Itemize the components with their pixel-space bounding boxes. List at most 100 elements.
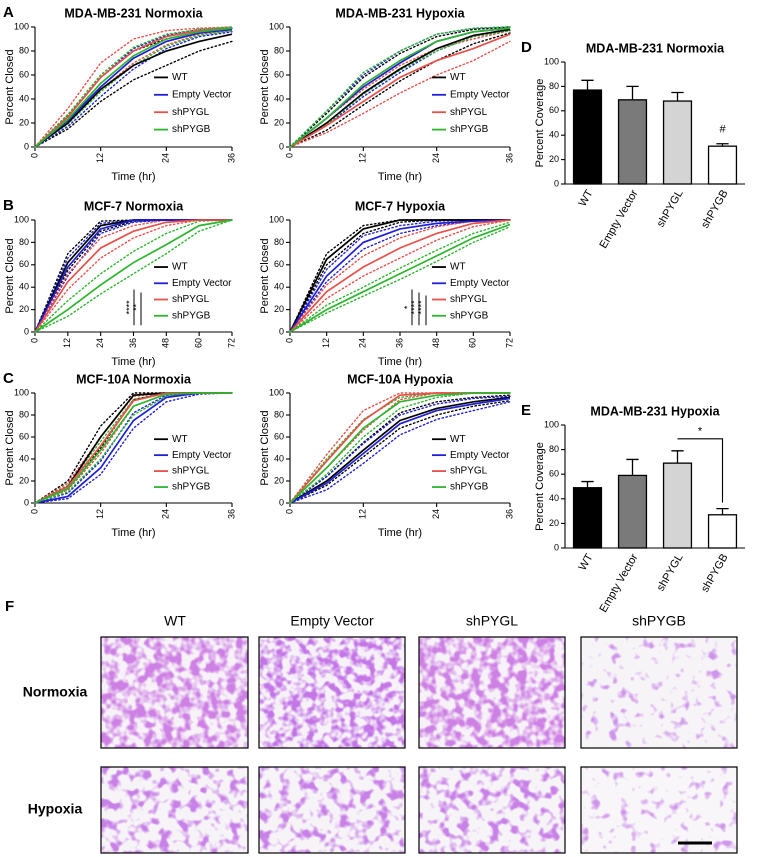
- x-tick-label: 24: [95, 338, 105, 348]
- y-axis-label: Percent Closed: [259, 49, 271, 124]
- x-tick-label: 24: [431, 153, 441, 163]
- legend-label: WT: [172, 434, 188, 445]
- x-tick-label: shPYGB: [699, 188, 730, 231]
- legend-label: shPYGB: [450, 310, 489, 321]
- y-tick-label: 60: [274, 431, 284, 441]
- x-tick-label: 12: [95, 509, 105, 519]
- x-tick-label: 48: [161, 338, 171, 348]
- y-tick-label: 0: [24, 497, 29, 507]
- micrograph: [419, 767, 565, 853]
- y-tick-label: 0: [24, 326, 29, 336]
- micrograph: [101, 637, 248, 748]
- x-tick-label: 0: [29, 338, 39, 343]
- chart-title: MCF-10A Normoxia: [76, 372, 192, 386]
- x-tick-label: 24: [431, 509, 441, 519]
- y-axis-label: Percent Closed: [259, 410, 271, 485]
- x-tick-label: WT: [577, 188, 596, 209]
- micrograph: [581, 637, 737, 748]
- bar: [707, 514, 738, 549]
- y-tick-label: 100: [14, 21, 29, 31]
- column-label: Empty Vector: [290, 613, 374, 629]
- legend-label: Empty Vector: [172, 278, 232, 289]
- error-bar: [626, 458, 639, 476]
- y-tick-label: 0: [279, 326, 284, 336]
- y-tick-label: 20: [274, 117, 284, 127]
- legend-label: shPYGL: [450, 466, 488, 477]
- chart-title: MDA-MB-231 Hypoxia: [590, 404, 720, 418]
- micrograph-border: [418, 636, 566, 749]
- y-tick-label: 80: [549, 81, 559, 91]
- series-bound: [34, 31, 233, 148]
- series-line: [289, 219, 511, 333]
- y-tick-label: 40: [274, 453, 284, 463]
- series-line: [289, 33, 511, 148]
- micrograph: [419, 637, 565, 748]
- legend-label: Empty Vector: [172, 450, 232, 461]
- series-line: [34, 392, 232, 504]
- x-tick-label: shPYGL: [655, 552, 686, 593]
- series-line: [289, 396, 511, 504]
- legend-label: WT: [172, 72, 188, 83]
- x-axis-label: Time (hr): [378, 171, 422, 183]
- y-tick-label: 20: [19, 117, 29, 127]
- micrograph-border: [580, 636, 738, 749]
- x-tick-label: 60: [468, 338, 478, 348]
- bar: [707, 145, 738, 185]
- x-tick-label: 12: [321, 338, 331, 348]
- bar: [662, 100, 693, 185]
- chart-title: MDA-MB-231 Normoxia: [586, 41, 725, 55]
- series-bound: [289, 400, 511, 504]
- x-tick-label: 12: [62, 338, 72, 348]
- y-tick-label: 100: [544, 56, 559, 66]
- series-bound: [34, 26, 233, 148]
- y-tick-label: 20: [549, 154, 559, 164]
- legend-label: Empty Vector: [172, 89, 232, 100]
- panel-label: E: [521, 402, 531, 419]
- x-tick-label: 36: [504, 153, 514, 163]
- micrograph-border: [580, 766, 738, 854]
- y-tick-label: 60: [19, 69, 29, 79]
- series-line: [34, 33, 233, 148]
- y-tick-label: 0: [554, 542, 559, 552]
- x-tick-label: 0: [284, 338, 294, 343]
- error-bar: [626, 85, 639, 100]
- y-axis-label: Percent Closed: [4, 238, 16, 313]
- series-bound: [34, 392, 233, 504]
- x-tick-label: 48: [431, 338, 441, 348]
- micrograph: [259, 767, 405, 853]
- x-tick-label: 12: [95, 153, 105, 163]
- significance-label: #: [719, 124, 726, 136]
- legend-label: Empty Vector: [450, 450, 510, 461]
- x-tick-label: 24: [161, 153, 171, 163]
- y-tick-label: 100: [14, 387, 29, 397]
- chart-title: MCF-7 Hypoxia: [355, 199, 446, 213]
- y-tick-label: 0: [24, 141, 29, 151]
- legend-label: shPYGB: [450, 124, 489, 135]
- y-tick-label: 0: [554, 178, 559, 188]
- error-bar: [581, 480, 594, 488]
- chart-title: MDA-MB-231 Hypoxia: [335, 6, 465, 20]
- series-bound: [289, 226, 511, 333]
- x-tick-label: 0: [29, 509, 39, 514]
- series-line: [34, 28, 233, 148]
- legend-label: Empty Vector: [450, 278, 510, 289]
- series-line: [289, 28, 511, 148]
- x-tick-label: shPYGB: [699, 552, 730, 595]
- x-tick-label: 60: [194, 338, 204, 348]
- x-tick-label: 72: [504, 338, 514, 348]
- error-bar: [716, 507, 729, 515]
- x-tick-label: 24: [161, 509, 171, 519]
- y-tick-label: 60: [549, 469, 559, 479]
- series-line: [289, 223, 511, 333]
- y-axis-label: Percent Coverage: [534, 442, 546, 531]
- row-label: Normoxia: [23, 684, 88, 700]
- series-bound: [289, 219, 511, 333]
- legend-label: shPYGL: [450, 294, 488, 305]
- series-bound: [289, 29, 511, 148]
- significance-label: ****: [124, 300, 134, 315]
- series-bound: [289, 32, 511, 148]
- series-line: [34, 219, 233, 333]
- panel-label: C: [3, 370, 14, 387]
- legend-label: WT: [172, 262, 188, 273]
